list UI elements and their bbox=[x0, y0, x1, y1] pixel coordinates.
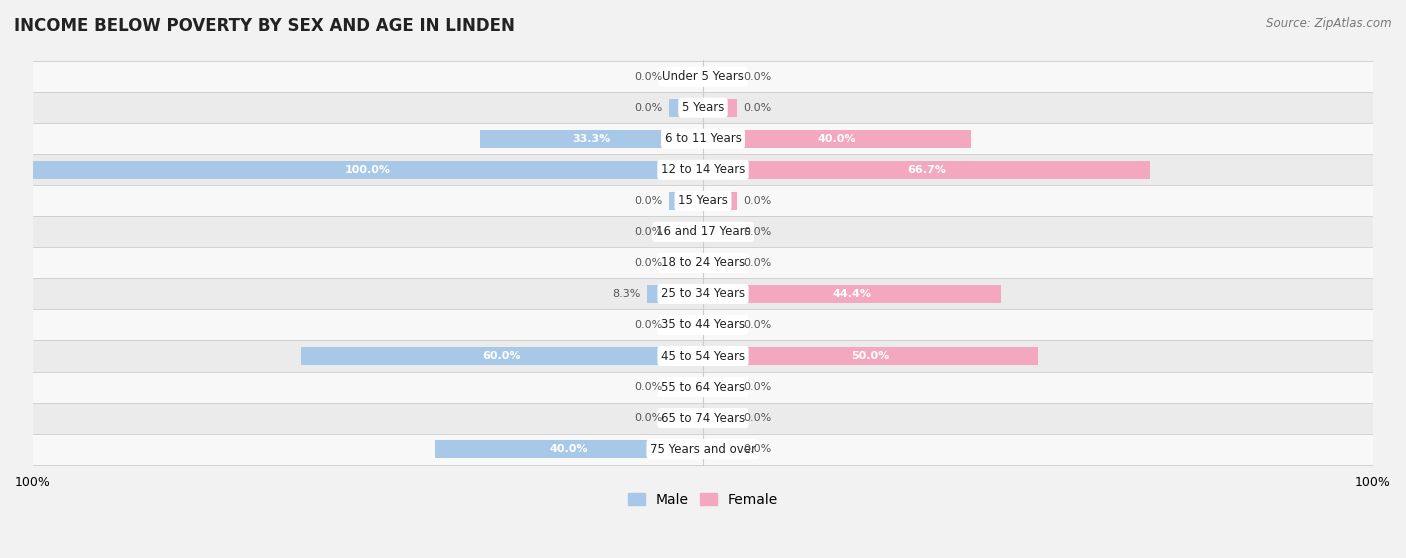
Text: 18 to 24 Years: 18 to 24 Years bbox=[661, 257, 745, 270]
Text: 0.0%: 0.0% bbox=[634, 72, 662, 81]
Bar bbox=[32, 92, 1374, 123]
Bar bbox=[32, 278, 1374, 310]
Bar bbox=[703, 130, 972, 148]
Bar bbox=[669, 223, 703, 241]
Bar bbox=[703, 409, 737, 427]
Text: 65 to 74 Years: 65 to 74 Years bbox=[661, 412, 745, 425]
Bar bbox=[32, 155, 1374, 185]
Text: 0.0%: 0.0% bbox=[744, 103, 772, 113]
Text: 6 to 11 Years: 6 to 11 Years bbox=[665, 132, 741, 145]
Text: 33.3%: 33.3% bbox=[572, 134, 610, 144]
Bar bbox=[669, 99, 703, 117]
Bar bbox=[301, 347, 703, 365]
Text: 60.0%: 60.0% bbox=[482, 351, 522, 361]
Bar bbox=[703, 99, 737, 117]
Bar bbox=[703, 285, 1001, 303]
Text: 100.0%: 100.0% bbox=[344, 165, 391, 175]
Text: 0.0%: 0.0% bbox=[744, 196, 772, 206]
Text: 66.7%: 66.7% bbox=[907, 165, 946, 175]
Bar bbox=[669, 378, 703, 396]
Text: 44.4%: 44.4% bbox=[832, 289, 872, 299]
Bar bbox=[669, 68, 703, 86]
Bar bbox=[703, 254, 737, 272]
Text: 40.0%: 40.0% bbox=[818, 134, 856, 144]
Bar bbox=[32, 247, 1374, 278]
Bar bbox=[669, 254, 703, 272]
Text: INCOME BELOW POVERTY BY SEX AND AGE IN LINDEN: INCOME BELOW POVERTY BY SEX AND AGE IN L… bbox=[14, 17, 515, 35]
Text: 0.0%: 0.0% bbox=[744, 382, 772, 392]
Bar bbox=[669, 409, 703, 427]
Text: 0.0%: 0.0% bbox=[634, 413, 662, 423]
Bar bbox=[32, 217, 1374, 247]
Bar bbox=[669, 192, 703, 210]
Bar bbox=[32, 310, 1374, 340]
Text: 25 to 34 Years: 25 to 34 Years bbox=[661, 287, 745, 300]
Bar bbox=[703, 347, 1038, 365]
Text: 55 to 64 Years: 55 to 64 Years bbox=[661, 381, 745, 393]
Bar bbox=[703, 223, 737, 241]
Bar bbox=[32, 185, 1374, 217]
Bar bbox=[703, 192, 737, 210]
Text: 0.0%: 0.0% bbox=[634, 320, 662, 330]
Text: 35 to 44 Years: 35 to 44 Years bbox=[661, 319, 745, 331]
Bar bbox=[32, 434, 1374, 465]
Bar bbox=[669, 316, 703, 334]
Bar bbox=[647, 285, 703, 303]
Bar bbox=[703, 316, 737, 334]
Text: 0.0%: 0.0% bbox=[744, 413, 772, 423]
Text: 0.0%: 0.0% bbox=[634, 196, 662, 206]
Text: Source: ZipAtlas.com: Source: ZipAtlas.com bbox=[1267, 17, 1392, 30]
Text: 12 to 14 Years: 12 to 14 Years bbox=[661, 163, 745, 176]
Text: 0.0%: 0.0% bbox=[744, 444, 772, 454]
Text: 0.0%: 0.0% bbox=[634, 258, 662, 268]
Text: 0.0%: 0.0% bbox=[634, 227, 662, 237]
Text: 0.0%: 0.0% bbox=[744, 72, 772, 81]
Text: 75 Years and over: 75 Years and over bbox=[650, 442, 756, 456]
Bar bbox=[32, 372, 1374, 402]
Bar bbox=[32, 61, 1374, 92]
Text: 45 to 54 Years: 45 to 54 Years bbox=[661, 349, 745, 363]
Bar bbox=[703, 68, 737, 86]
Text: 0.0%: 0.0% bbox=[744, 258, 772, 268]
Text: 50.0%: 50.0% bbox=[852, 351, 890, 361]
Bar bbox=[32, 161, 703, 179]
Bar bbox=[32, 123, 1374, 155]
Text: 40.0%: 40.0% bbox=[550, 444, 588, 454]
Bar bbox=[32, 402, 1374, 434]
Legend: Male, Female: Male, Female bbox=[623, 487, 783, 512]
Text: 5 Years: 5 Years bbox=[682, 101, 724, 114]
Text: 0.0%: 0.0% bbox=[634, 382, 662, 392]
Text: Under 5 Years: Under 5 Years bbox=[662, 70, 744, 83]
Bar bbox=[703, 440, 737, 458]
Bar bbox=[703, 378, 737, 396]
Text: 8.3%: 8.3% bbox=[612, 289, 641, 299]
Text: 0.0%: 0.0% bbox=[744, 227, 772, 237]
Text: 15 Years: 15 Years bbox=[678, 194, 728, 208]
Text: 0.0%: 0.0% bbox=[634, 103, 662, 113]
Bar bbox=[703, 161, 1150, 179]
Bar bbox=[479, 130, 703, 148]
Bar bbox=[434, 440, 703, 458]
Text: 16 and 17 Years: 16 and 17 Years bbox=[655, 225, 751, 238]
Bar bbox=[32, 340, 1374, 372]
Text: 0.0%: 0.0% bbox=[744, 320, 772, 330]
